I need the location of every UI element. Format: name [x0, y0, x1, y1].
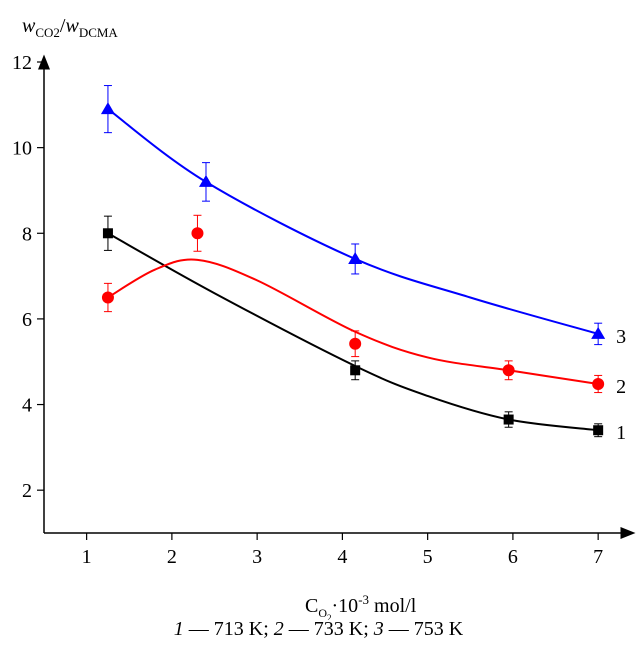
caption-text-1: — 713 K;: [183, 618, 274, 640]
circle-marker: [101, 291, 114, 304]
x-tick-label-3: 3: [252, 546, 262, 568]
point-series-2-3: [502, 360, 515, 381]
y-tick-label-6: 6: [22, 309, 32, 331]
point-series-2-4: [592, 374, 605, 394]
triangle-marker: [198, 174, 213, 187]
point-series-1-2: [503, 411, 514, 428]
point-series-3-2: [348, 243, 363, 275]
data-points: [100, 85, 606, 438]
x-tick-label-6: 6: [508, 546, 518, 568]
y-tick-label-8: 8: [22, 223, 32, 245]
caption-text-3: — 753 K: [383, 618, 464, 640]
circle-marker: [592, 377, 605, 390]
point-series-2-0: [101, 282, 114, 313]
series-labels: 1 2 3: [616, 326, 626, 444]
point-series-2-2: [349, 330, 362, 358]
square-marker: [102, 228, 113, 239]
square-marker: [503, 414, 514, 425]
circle-marker: [191, 227, 204, 240]
triangle-marker: [348, 251, 363, 264]
curve-series-3: [107, 108, 599, 335]
caption-text-2: — 733 K;: [283, 618, 374, 640]
x-tick-label-1: 1: [82, 546, 92, 568]
square-marker: [350, 365, 361, 376]
square-marker: [593, 425, 604, 436]
point-series-2-1: [191, 214, 204, 252]
x-tick-label-7: 7: [593, 546, 603, 568]
point-series-3-0: [100, 85, 115, 134]
caption-series-1: 1: [173, 618, 184, 640]
series-label-2: 2: [616, 376, 626, 398]
circle-marker: [349, 337, 362, 350]
caption-series-2: 2: [273, 618, 284, 640]
x-tick-label-5: 5: [423, 546, 433, 568]
x-tick-label-4: 4: [337, 546, 347, 568]
legend-caption: 1 — 713 K; 2 — 733 K; 3 — 753 K: [0, 618, 637, 641]
triangle-marker: [591, 326, 606, 339]
y-tick-label-2: 2: [22, 480, 32, 502]
caption-series-3: 3: [373, 618, 384, 640]
y-tick-label-4: 4: [22, 395, 32, 417]
triangle-marker: [100, 102, 115, 115]
fit-curves: [107, 108, 599, 432]
y-tick-label-12: 12: [12, 52, 32, 74]
circle-marker: [502, 364, 515, 377]
x-tick-label-2: 2: [167, 546, 177, 568]
point-series-3-3: [591, 322, 606, 346]
point-series-1-0: [102, 215, 113, 251]
point-series-3-1: [198, 162, 213, 202]
y-axis-label: wCO2/wDCMA: [22, 15, 118, 40]
point-series-1-3: [593, 423, 604, 438]
point-series-1-1: [350, 360, 361, 381]
series-label-3: 3: [616, 326, 626, 348]
x-axis-label: CO2·10-3 mol/l: [305, 592, 417, 620]
y-tick-label-10: 10: [12, 138, 32, 160]
series-label-1: 1: [616, 422, 626, 444]
